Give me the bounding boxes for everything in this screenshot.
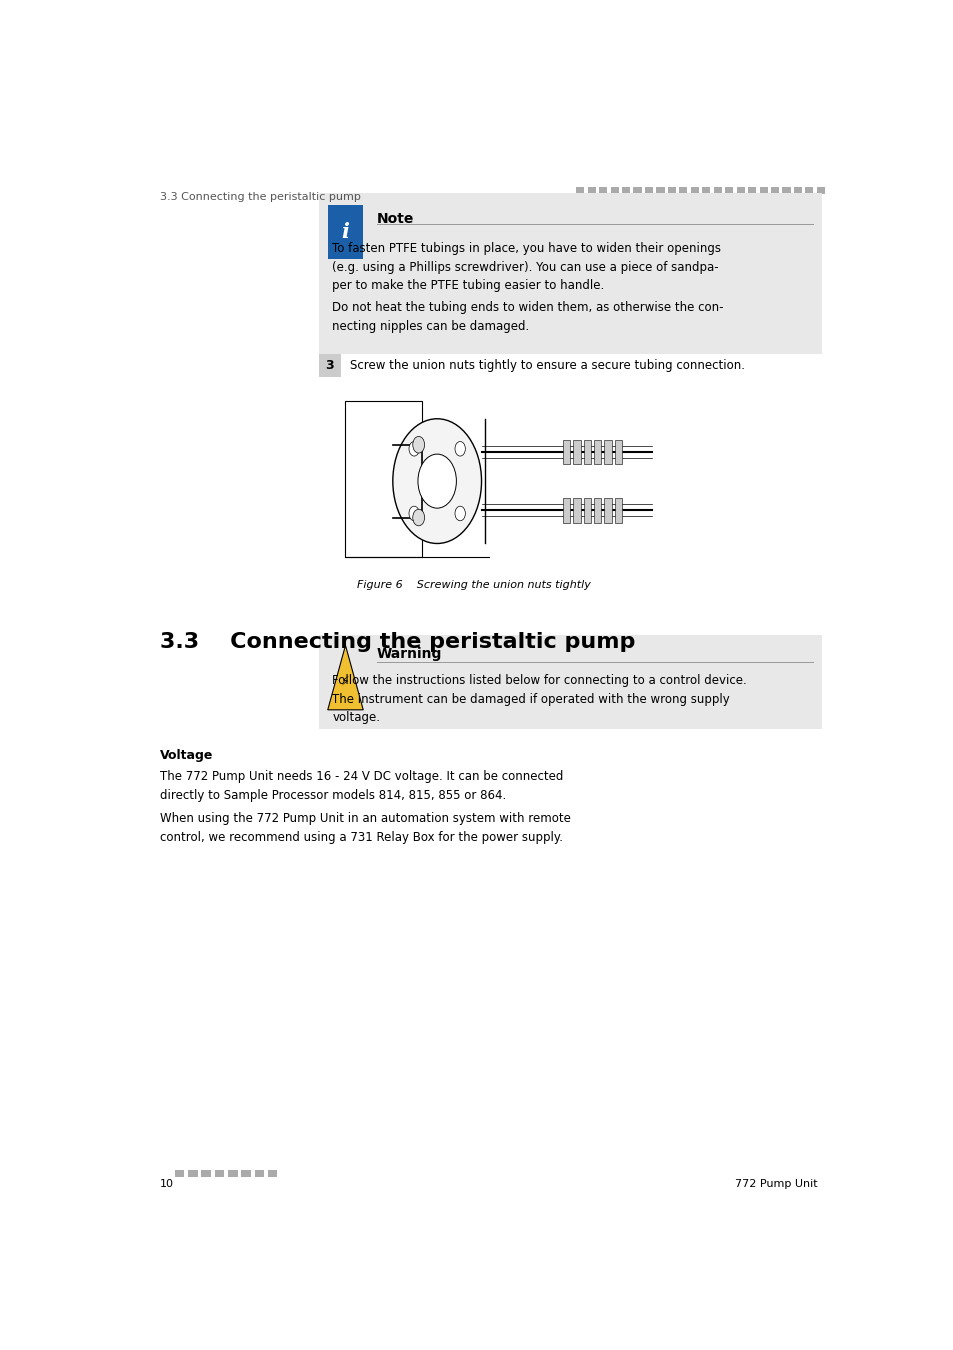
Bar: [690, 188, 699, 193]
Bar: [268, 1170, 277, 1177]
Bar: [573, 440, 580, 464]
Bar: [214, 1170, 224, 1177]
Text: 772 Pump Unit: 772 Pump Unit: [735, 1179, 817, 1188]
Bar: [644, 188, 653, 193]
Text: To fasten PTFE tubings in place, you have to widen their openings
(e.g. using a : To fasten PTFE tubings in place, you hav…: [332, 242, 720, 292]
Bar: [667, 188, 676, 193]
Circle shape: [409, 506, 419, 521]
Polygon shape: [328, 645, 363, 710]
Bar: [770, 188, 779, 193]
Bar: [747, 188, 756, 193]
Bar: [228, 1170, 237, 1177]
Bar: [781, 188, 790, 193]
Bar: [188, 1170, 197, 1177]
Bar: [254, 1170, 264, 1177]
Bar: [583, 440, 590, 464]
Text: 3: 3: [325, 359, 334, 373]
Bar: [793, 188, 801, 193]
Bar: [318, 193, 821, 354]
Text: 3.3    Connecting the peristaltic pump: 3.3 Connecting the peristaltic pump: [160, 632, 635, 652]
Bar: [201, 1170, 211, 1177]
Bar: [576, 188, 583, 193]
Bar: [573, 498, 580, 522]
Bar: [598, 188, 606, 193]
Bar: [610, 188, 618, 193]
Text: ⚡: ⚡: [341, 674, 350, 687]
Text: 10: 10: [160, 1179, 173, 1188]
Bar: [594, 440, 600, 464]
Bar: [656, 188, 664, 193]
Bar: [614, 498, 621, 522]
Text: i: i: [341, 221, 349, 242]
Circle shape: [393, 418, 481, 544]
Text: Do not heat the tubing ends to widen them, as otherwise the con-
necting nipples: Do not heat the tubing ends to widen the…: [332, 301, 723, 333]
Bar: [318, 354, 341, 377]
Circle shape: [417, 454, 456, 508]
Text: Screw the union nuts tightly to ensure a secure tubing connection.: Screw the union nuts tightly to ensure a…: [350, 359, 744, 373]
Bar: [562, 498, 570, 522]
Bar: [816, 188, 824, 193]
Circle shape: [409, 441, 419, 456]
Bar: [344, 401, 422, 558]
Text: The 772 Pump Unit needs 16 - 24 V DC voltage. It can be connected
directly to Sa: The 772 Pump Unit needs 16 - 24 V DC vol…: [160, 769, 562, 802]
Text: 3.3 Connecting the peristaltic pump: 3.3 Connecting the peristaltic pump: [160, 192, 360, 202]
Bar: [701, 188, 710, 193]
Text: Follow the instructions listed below for connecting to a control device.
The ins: Follow the instructions listed below for…: [332, 675, 746, 725]
Bar: [562, 440, 570, 464]
Text: Note: Note: [376, 212, 414, 225]
Circle shape: [455, 506, 465, 521]
Bar: [614, 440, 621, 464]
Bar: [679, 188, 687, 193]
Bar: [241, 1170, 251, 1177]
Bar: [583, 498, 590, 522]
Bar: [804, 188, 813, 193]
Text: When using the 772 Pump Unit in an automation system with remote
control, we rec: When using the 772 Pump Unit in an autom…: [160, 811, 570, 844]
Bar: [318, 634, 821, 729]
Bar: [587, 188, 595, 193]
Bar: [759, 188, 767, 193]
Bar: [603, 440, 611, 464]
Text: Figure 6    Screwing the union nuts tightly: Figure 6 Screwing the union nuts tightly: [356, 580, 591, 590]
Bar: [633, 188, 641, 193]
Bar: [174, 1170, 184, 1177]
Text: Warning: Warning: [376, 648, 441, 662]
Circle shape: [413, 436, 424, 454]
Bar: [736, 188, 744, 193]
Circle shape: [455, 441, 465, 456]
Text: Voltage: Voltage: [160, 749, 213, 763]
Bar: [724, 188, 733, 193]
Bar: [621, 188, 630, 193]
Bar: [713, 188, 721, 193]
Bar: [594, 498, 600, 522]
Circle shape: [413, 509, 424, 526]
Bar: [328, 205, 363, 259]
Bar: [603, 498, 611, 522]
